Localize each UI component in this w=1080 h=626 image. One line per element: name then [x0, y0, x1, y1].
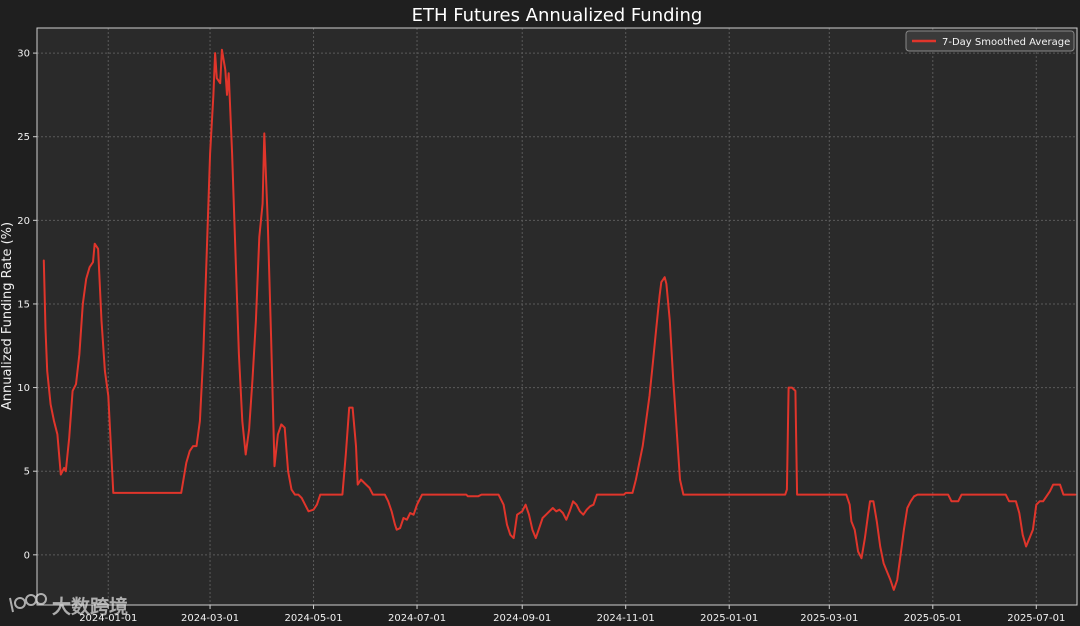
x-tick-label: 2025-07-01: [1007, 613, 1065, 624]
y-tick-label: 15: [17, 299, 30, 310]
plot-area: [37, 28, 1077, 605]
y-tick-label: 30: [17, 49, 30, 60]
legend[interactable]: 7-Day Smoothed Average: [905, 30, 1075, 52]
series-layer: [42, 48, 1077, 591]
x-tick-label: 2024-11-01: [597, 613, 655, 624]
plot-frame: [36, 27, 1078, 606]
series-line: [42, 48, 1077, 591]
watermark-text: 大数跨境: [52, 595, 128, 618]
y-axis-label: Annualized Funding Rate (%): [0, 222, 15, 410]
x-tick-label: 2025-05-01: [904, 613, 962, 624]
legend-label: 7-Day Smoothed Average: [942, 37, 1070, 48]
y-tick-label: 20: [17, 216, 30, 227]
legend-box: [905, 30, 1075, 52]
watermark-logo-icon: [9, 593, 47, 613]
y-axis-ticks: 0 5 10 15 20 25 30: [17, 49, 37, 561]
x-tick-label: 2024-01-01: [79, 613, 137, 624]
x-tick-label: 2025-03-01: [800, 613, 858, 624]
chart-title: ETH Futures Annualized Funding: [412, 5, 703, 26]
x-tick-label: 2024-07-01: [388, 613, 446, 624]
x-tick-label: 2025-01-01: [700, 613, 758, 624]
y-tick-label: 25: [17, 132, 30, 143]
y-tick-label: 10: [17, 383, 30, 394]
x-tick-label: 2024-09-01: [493, 613, 551, 624]
x-tick-label: 2024-03-01: [181, 613, 239, 624]
x-axis-ticks: 2024-01-01 2024-03-01 2024-05-01 2024-07-01…: [79, 605, 1065, 624]
y-tick-label: 0: [24, 550, 30, 561]
watermark: 大数跨境: [9, 593, 128, 618]
y-tick-label: 5: [24, 467, 30, 478]
x-tick-label: 2024-05-01: [284, 613, 342, 624]
